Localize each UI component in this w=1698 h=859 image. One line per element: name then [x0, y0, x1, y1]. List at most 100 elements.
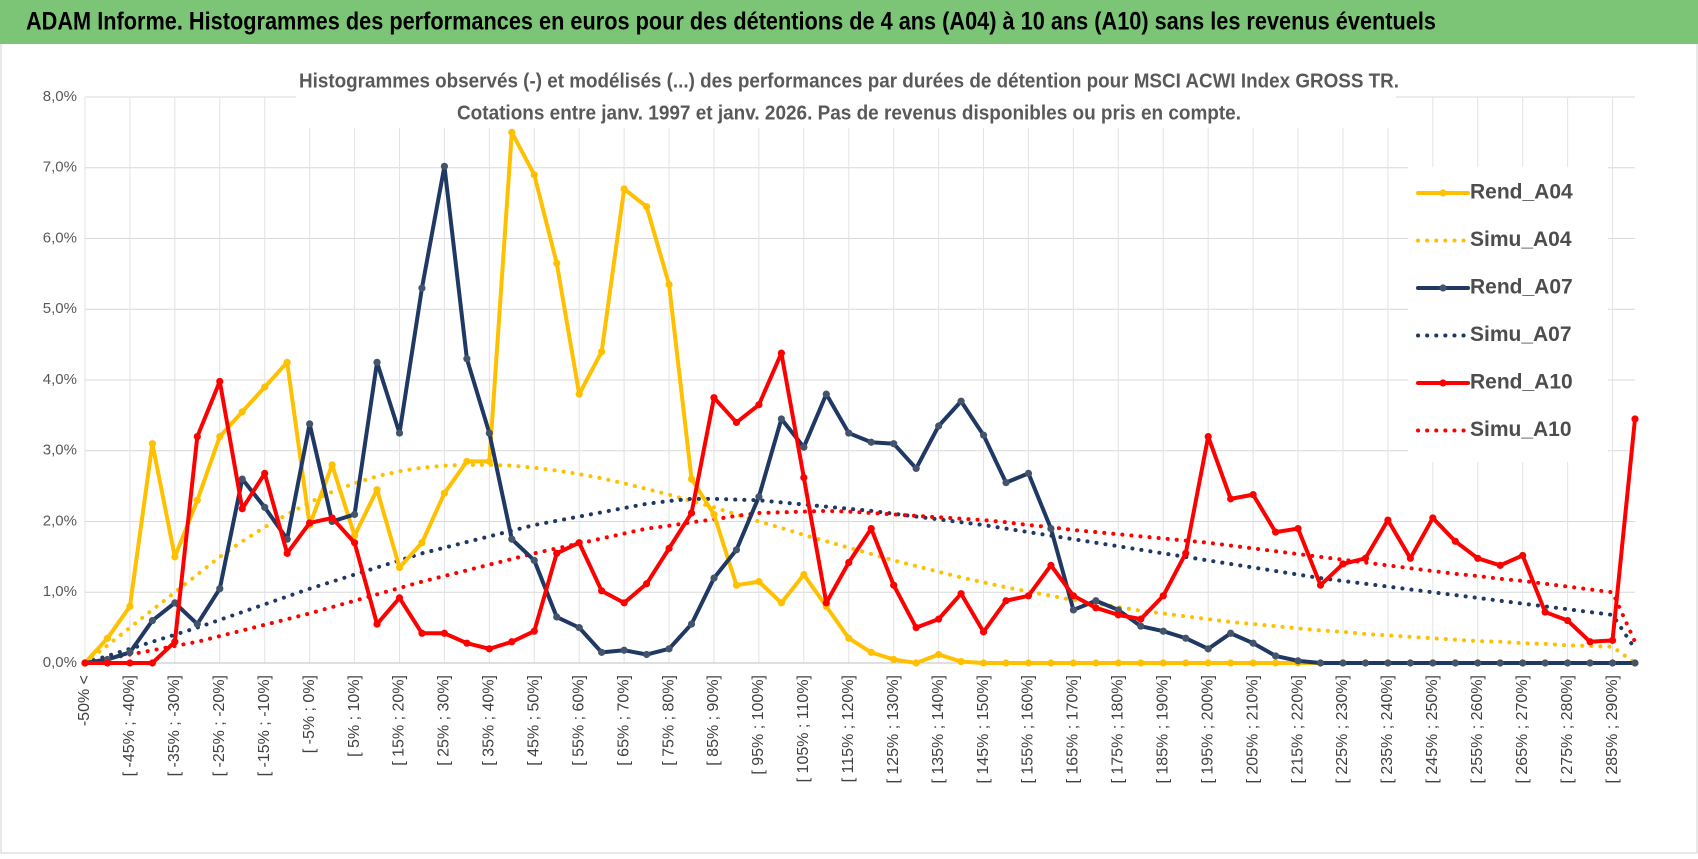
x-tick-label: [ 115% ; 120%] — [840, 675, 857, 782]
data-point — [575, 390, 583, 398]
y-tick-label: 4,0% — [43, 371, 77, 388]
data-point — [418, 539, 426, 547]
data-point — [732, 418, 741, 427]
x-tick-label: [ 35% ; 40%] — [481, 675, 498, 766]
data-point — [1249, 659, 1257, 667]
data-point — [418, 284, 426, 292]
model-line — [83, 496, 1637, 665]
data-point — [126, 648, 134, 656]
data-point — [800, 570, 808, 579]
data-point — [530, 627, 538, 635]
data-point — [912, 659, 920, 667]
x-tick-label: [ 255% ; 260%] — [1469, 675, 1486, 784]
data-point — [1519, 551, 1527, 560]
data-point — [1519, 659, 1527, 667]
data-point — [306, 420, 314, 428]
data-point — [867, 524, 875, 533]
x-tick-label: [ 85% ; 90%] — [705, 675, 722, 766]
data-point — [935, 422, 943, 430]
data-point — [1429, 659, 1437, 667]
data-point — [238, 408, 246, 416]
data-point — [620, 646, 628, 654]
chart-subtitle: Cotations entre janv. 1997 et janv. 2026… — [457, 102, 1241, 124]
data-point — [350, 539, 359, 547]
data-point — [1227, 495, 1235, 503]
data-point — [395, 429, 404, 437]
y-tick-label: 2,0% — [43, 512, 77, 529]
x-tick-label: [ 125% ; 130%] — [885, 675, 902, 784]
data-point — [1361, 659, 1370, 667]
data-point — [1316, 581, 1325, 589]
x-tick-label: [ 75% ; 80%] — [660, 675, 677, 766]
title-backdrop — [296, 66, 1396, 128]
legend-label: Rend_A04 — [1470, 181, 1573, 204]
data-point — [508, 638, 516, 646]
data-point — [598, 587, 606, 595]
data-point — [238, 505, 246, 513]
data-point — [1406, 554, 1414, 562]
data-point — [845, 634, 853, 642]
data-point — [935, 650, 943, 659]
data-point — [1002, 659, 1010, 667]
data-point — [395, 563, 404, 572]
data-point — [193, 433, 201, 441]
data-point — [845, 429, 853, 437]
data-point — [1249, 491, 1257, 499]
x-tick-label: [ 265% ; 270%] — [1514, 675, 1531, 784]
legend-label: Simu_A04 — [1470, 228, 1572, 251]
x-tick-label: [ -25% ; -20%] — [211, 675, 228, 776]
data-point — [575, 624, 583, 632]
data-point — [867, 438, 875, 446]
data-point — [306, 519, 314, 527]
y-tick-label: 1,0% — [43, 583, 77, 600]
data-point — [598, 648, 606, 656]
data-point — [508, 128, 516, 136]
data-point — [261, 469, 269, 477]
data-point — [1024, 659, 1033, 667]
data-point — [553, 259, 561, 267]
data-point — [1024, 469, 1033, 477]
x-tick-label: [ 145% ; 150%] — [975, 675, 992, 784]
data-point — [979, 659, 988, 667]
data-point — [1384, 659, 1392, 667]
legend-label: Simu_A07 — [1470, 323, 1572, 346]
data-point — [1361, 554, 1370, 562]
data-point — [418, 629, 426, 637]
data-point — [1339, 560, 1347, 568]
data-point — [1474, 659, 1482, 667]
data-point — [463, 457, 471, 465]
data-point — [1204, 659, 1212, 667]
data-point — [126, 659, 134, 667]
data-point — [1339, 659, 1347, 667]
data-point — [148, 616, 156, 625]
data-point — [890, 440, 898, 448]
data-point — [1294, 524, 1302, 533]
data-point — [1114, 659, 1122, 667]
data-point — [1092, 604, 1100, 612]
data-point — [1271, 652, 1280, 660]
data-point — [1159, 659, 1167, 667]
data-point — [1159, 627, 1167, 635]
data-point — [687, 509, 696, 517]
x-tick-label: [ 285% ; 290%] — [1604, 675, 1621, 784]
x-tick-label: [ 205% ; 210%] — [1244, 675, 1261, 784]
data-point — [912, 624, 920, 632]
data-point — [912, 464, 920, 473]
data-point — [1451, 537, 1459, 545]
data-point — [148, 440, 156, 448]
data-point — [261, 383, 269, 391]
data-point — [1182, 634, 1190, 642]
data-point — [1564, 659, 1572, 667]
data-point — [1069, 606, 1078, 614]
x-tick-label: [ -35% ; -30%] — [166, 675, 183, 776]
data-point — [800, 474, 808, 482]
x-tick-label: [ 275% ; 280%] — [1559, 675, 1576, 784]
chart-title: Histogrammes observés (-) et modélisés (… — [299, 70, 1399, 92]
x-tick-label: [ 5% ; 10%] — [346, 675, 363, 757]
x-tick-label: [ 235% ; 240%] — [1379, 675, 1396, 784]
x-tick-label: [ 45% ; 50%] — [525, 675, 542, 766]
x-tick-label: [ 135% ; 140%] — [930, 675, 947, 784]
data-point — [1586, 638, 1594, 646]
data-point — [867, 648, 875, 656]
